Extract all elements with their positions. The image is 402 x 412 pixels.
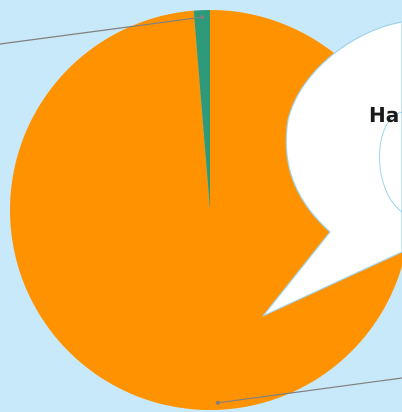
leader-dot-2: [200, 15, 205, 20]
leader-line-1: [217, 377, 402, 404]
leader-dot-1: [215, 400, 220, 405]
pie-slice-2: [193, 10, 210, 210]
callout-text: Ha: [369, 103, 399, 127]
leader-lines: [0, 15, 402, 405]
speech-bubble-shape: [262, 21, 402, 317]
speech-bubble-callout: Ha: [262, 21, 402, 317]
leader-line-2: [0, 16, 203, 45]
callout-inner-arc: [379, 111, 402, 213]
